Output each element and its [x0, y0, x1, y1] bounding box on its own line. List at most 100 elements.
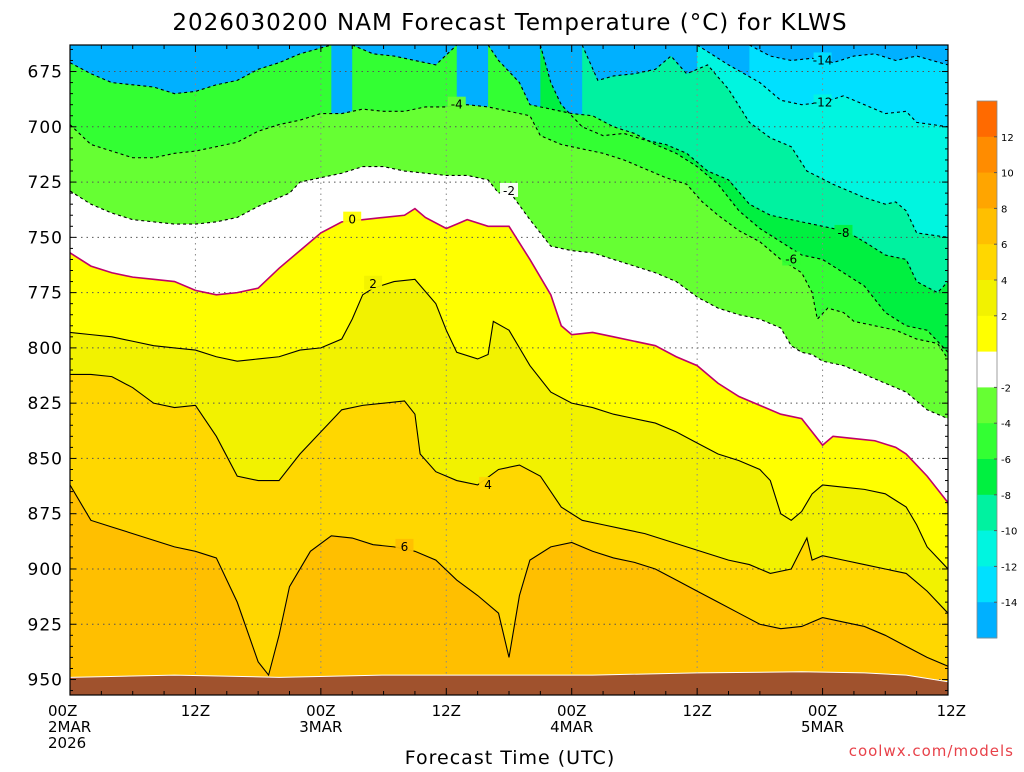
- isotherm-label-group-1: -12: [813, 94, 833, 109]
- colorbar-label: 10: [1001, 169, 1014, 180]
- band-fill-6: [70, 484, 948, 695]
- terrain-band: [70, 671, 948, 695]
- y-tick-label: 900: [28, 560, 63, 580]
- isotherm-2-10: [70, 278, 948, 618]
- isotherm-minus-8-3: [539, 45, 948, 294]
- x-tick-label: 5MAR: [801, 718, 844, 736]
- y-tick-label: 750: [28, 228, 63, 248]
- isotherm-0-9: [70, 207, 948, 514]
- colorbar-label: -12: [1001, 562, 1017, 573]
- x-tick-label: 4MAR: [550, 718, 593, 736]
- x-tick-label: 2MAR: [48, 718, 91, 736]
- isotherm-label-bg: [813, 52, 832, 67]
- isotherm-minus-6-6: [487, 45, 948, 353]
- y-tick-label: 825: [28, 394, 63, 414]
- x-tick-label: 3MAR: [299, 718, 342, 736]
- x-tick-label: 12Z: [181, 702, 210, 720]
- isotherm-label-bg: [479, 476, 498, 491]
- colorbar-frame: [976, 100, 998, 639]
- isotherm-minus-12-1: [696, 45, 948, 128]
- colorbar-swatch-3: [977, 208, 997, 245]
- colorbar-label: 6: [1001, 240, 1007, 251]
- y-tick-label: 725: [28, 173, 63, 193]
- colorbar-swatch-0: [977, 101, 997, 138]
- y-tick-label: 925: [28, 615, 63, 635]
- isotherm-minus-2-8: [70, 166, 948, 420]
- colorbar-swatch-5: [977, 280, 997, 317]
- x-tick-label: 00Z: [808, 702, 837, 720]
- y-tick-label: 850: [28, 449, 63, 469]
- colorbar: 12 10 8 6 4 2 -2 -4 -6 -8 -10 -12 -14: [976, 100, 1017, 639]
- colorbar-label: -2: [1001, 383, 1011, 394]
- colorbar-swatch-12: [977, 530, 997, 567]
- isotherm-label-group-12: 6: [395, 538, 414, 554]
- colorbar-swatch-4: [977, 244, 997, 281]
- filled-bands: [70, 45, 948, 695]
- isotherm-4-11: [70, 373, 948, 614]
- colorbar-label: 2: [1001, 312, 1007, 323]
- isotherm-label: -12: [813, 95, 833, 109]
- grid: [70, 45, 948, 695]
- colorbar-label: -10: [1001, 527, 1017, 538]
- plot-area: [70, 45, 948, 695]
- isotherm-label-group-8: -2: [500, 182, 518, 198]
- colorbar-swatch-7: [977, 351, 997, 388]
- isotherm-label: -6: [785, 252, 797, 266]
- isotherm-label-bg: [782, 251, 801, 266]
- isotherm-label-bg: [447, 96, 466, 111]
- x-tick-label: 12Z: [682, 702, 711, 720]
- colorbar-label: 8: [1001, 204, 1007, 215]
- isotherm-label-group-7: -4: [447, 96, 466, 112]
- colorbar-swatch-13: [977, 566, 997, 603]
- colorbar-label: -4: [1001, 419, 1011, 430]
- x-tick-label: 12Z: [432, 702, 461, 720]
- x-tick-label: 00Z: [557, 702, 586, 720]
- isotherm-label: 4: [484, 478, 492, 492]
- colorbar-swatch-9: [977, 423, 997, 460]
- isotherm-label: -2: [503, 184, 515, 198]
- colorbar-label: -8: [1001, 491, 1011, 502]
- isotherm-label-group-0: -14: [813, 52, 833, 67]
- x-tick-label: 2026: [48, 734, 86, 752]
- ground-surface: [70, 671, 948, 695]
- isotherm-label-bg: [343, 211, 362, 226]
- isotherm-label: -4: [451, 98, 463, 112]
- isotherm-label-bg: [364, 275, 383, 290]
- x-tick-label: 12Z: [937, 702, 966, 720]
- colorbar-label: 4: [1001, 276, 1007, 287]
- x-axis-label: Forecast Time (UTC): [405, 747, 615, 768]
- isotherm-6-12: [70, 484, 948, 677]
- colorbar-swatch-11: [977, 494, 997, 532]
- site-credit: coolwx.com/models: [849, 742, 1014, 760]
- isotherm-label: 6: [401, 540, 409, 554]
- isotherm-label-group-3: -8: [834, 224, 853, 240]
- colorbar-label: 12: [1001, 133, 1014, 144]
- isotherm-label-group-4: -6: [782, 251, 801, 266]
- isotherm-label: 2: [369, 277, 377, 291]
- isotherm-minus-14-0: [749, 45, 948, 66]
- colorbar-swatch-14: [977, 602, 997, 639]
- isotherm-label: -8: [837, 226, 849, 240]
- isotherm-minus-6-5: [351, 45, 458, 66]
- isotherm-label-bg: [834, 224, 853, 239]
- isotherm-label-group-10: 2: [364, 275, 383, 291]
- y-tick-label: 800: [28, 339, 63, 359]
- x-tick-label: 00Z: [306, 702, 335, 720]
- chart-title: 2026030200 NAM Forecast Temperature (°C)…: [172, 10, 847, 36]
- y-tick-label: 700: [28, 118, 63, 138]
- isotherm-label-bg: [813, 94, 832, 109]
- colorbar-label: -14: [1001, 598, 1017, 609]
- colorbar-swatch-1: [977, 136, 997, 174]
- isotherm-label-group-9: 0: [343, 211, 362, 227]
- y-tick-label: 950: [28, 671, 63, 691]
- isotherm-label-group-11: 4: [479, 476, 498, 492]
- colorbar-label: -6: [1001, 455, 1011, 466]
- colorbar-swatch-6: [977, 315, 997, 353]
- isotherm-label: -14: [813, 53, 833, 67]
- isotherm-lines: -14 -12 -8 -6 -4 -2 0 2 4 6: [70, 45, 948, 677]
- isotherm-label-bg: [395, 538, 414, 553]
- axes: 67570072575077580082585087590092595000Z2…: [28, 44, 966, 752]
- y-tick-label: 675: [28, 63, 63, 83]
